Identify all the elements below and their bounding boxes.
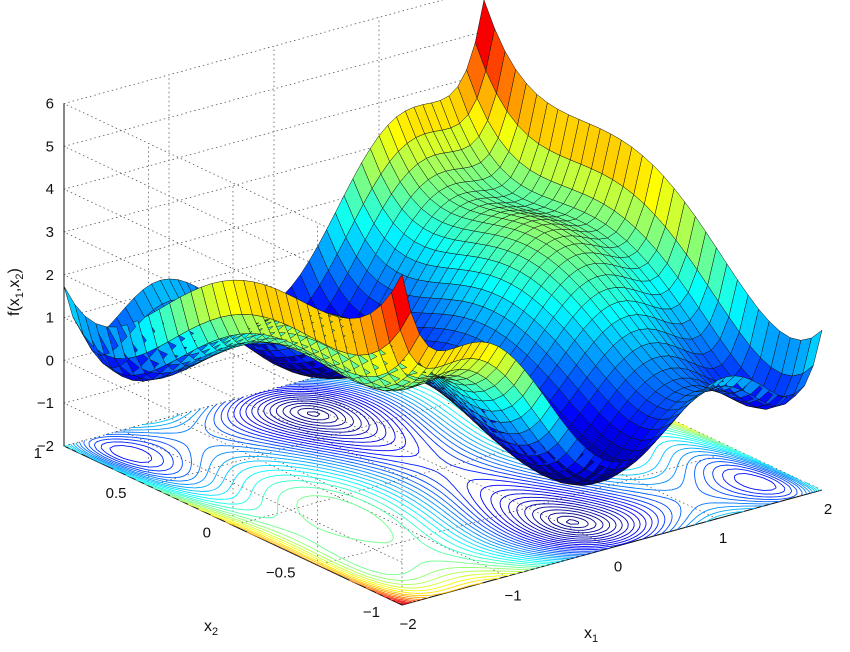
contour-line [251, 392, 635, 544]
x2-axis-label: x2 [204, 618, 218, 638]
contour-line [109, 387, 777, 549]
axes [63, 103, 823, 606]
x2-tick-label: −0.5 [266, 564, 296, 581]
contour-line [83, 381, 803, 555]
x1-tick-label: 0 [614, 559, 622, 576]
z-tick-label: 0 [46, 352, 54, 369]
x2-tick-label: 1 [34, 445, 42, 462]
x1-tick-label: 1 [719, 530, 727, 547]
contour-line [275, 400, 611, 536]
x2-floor-grid-line [63, 330, 485, 447]
z-tick-label: −1 [37, 395, 54, 412]
x2-tick-label: 0.5 [106, 485, 127, 502]
x2-floor-grid-line [232, 410, 654, 526]
contour-line [64, 371, 822, 565]
contour-line [239, 389, 647, 547]
surface-patch [63, 285, 84, 336]
contour-line [75, 378, 811, 558]
z-axis-label: f(x1,x2) [6, 268, 26, 316]
contour-line [72, 376, 814, 560]
contour-line [263, 396, 623, 540]
contour-line [282, 402, 604, 534]
x2-tick-label: −1 [363, 604, 380, 621]
x2-floor-grid-line [317, 449, 738, 566]
contour-line [100, 385, 786, 551]
contour-line [289, 405, 597, 531]
contour-line [269, 398, 617, 538]
contour-line [88, 382, 798, 554]
x1-floor-grid-line [273, 388, 613, 548]
tick-labels: −2 −1 0 1 2 3 4 5 6 −2 −1 0 1 2 −1 −0.5 0 0.5 1 [34, 96, 833, 633]
contour-line [66, 372, 820, 564]
x2-axis-line [63, 445, 403, 606]
z-tick-label: 4 [46, 181, 54, 198]
x1-tick-label: 2 [824, 501, 832, 518]
x1-tick-label: −1 [504, 587, 521, 604]
z-tick-label: 2 [46, 267, 54, 284]
contour-line [257, 394, 629, 542]
x1-axis-line [401, 489, 823, 606]
x1-floor-grid-line [168, 416, 508, 577]
contour-line [297, 407, 589, 529]
z-tick-label: 5 [46, 138, 54, 155]
contour-line [68, 374, 818, 562]
x1-tick-label: −2 [399, 616, 416, 633]
x2-tick-label: 0 [203, 525, 211, 542]
contour-line [306, 411, 580, 525]
contour-line [93, 384, 793, 552]
contour-line [395, 331, 491, 605]
x1-axis-label: x1 [584, 625, 598, 645]
x2-floor-grid-line [148, 370, 569, 487]
contour-line [245, 390, 641, 546]
z-tick-label: 3 [46, 224, 54, 241]
z-tick-label: −2 [37, 438, 54, 455]
z-tick-label: 1 [46, 310, 54, 327]
z-tick-label: 6 [46, 96, 54, 113]
surface-mesh [63, 0, 823, 486]
contour-line [78, 379, 808, 557]
